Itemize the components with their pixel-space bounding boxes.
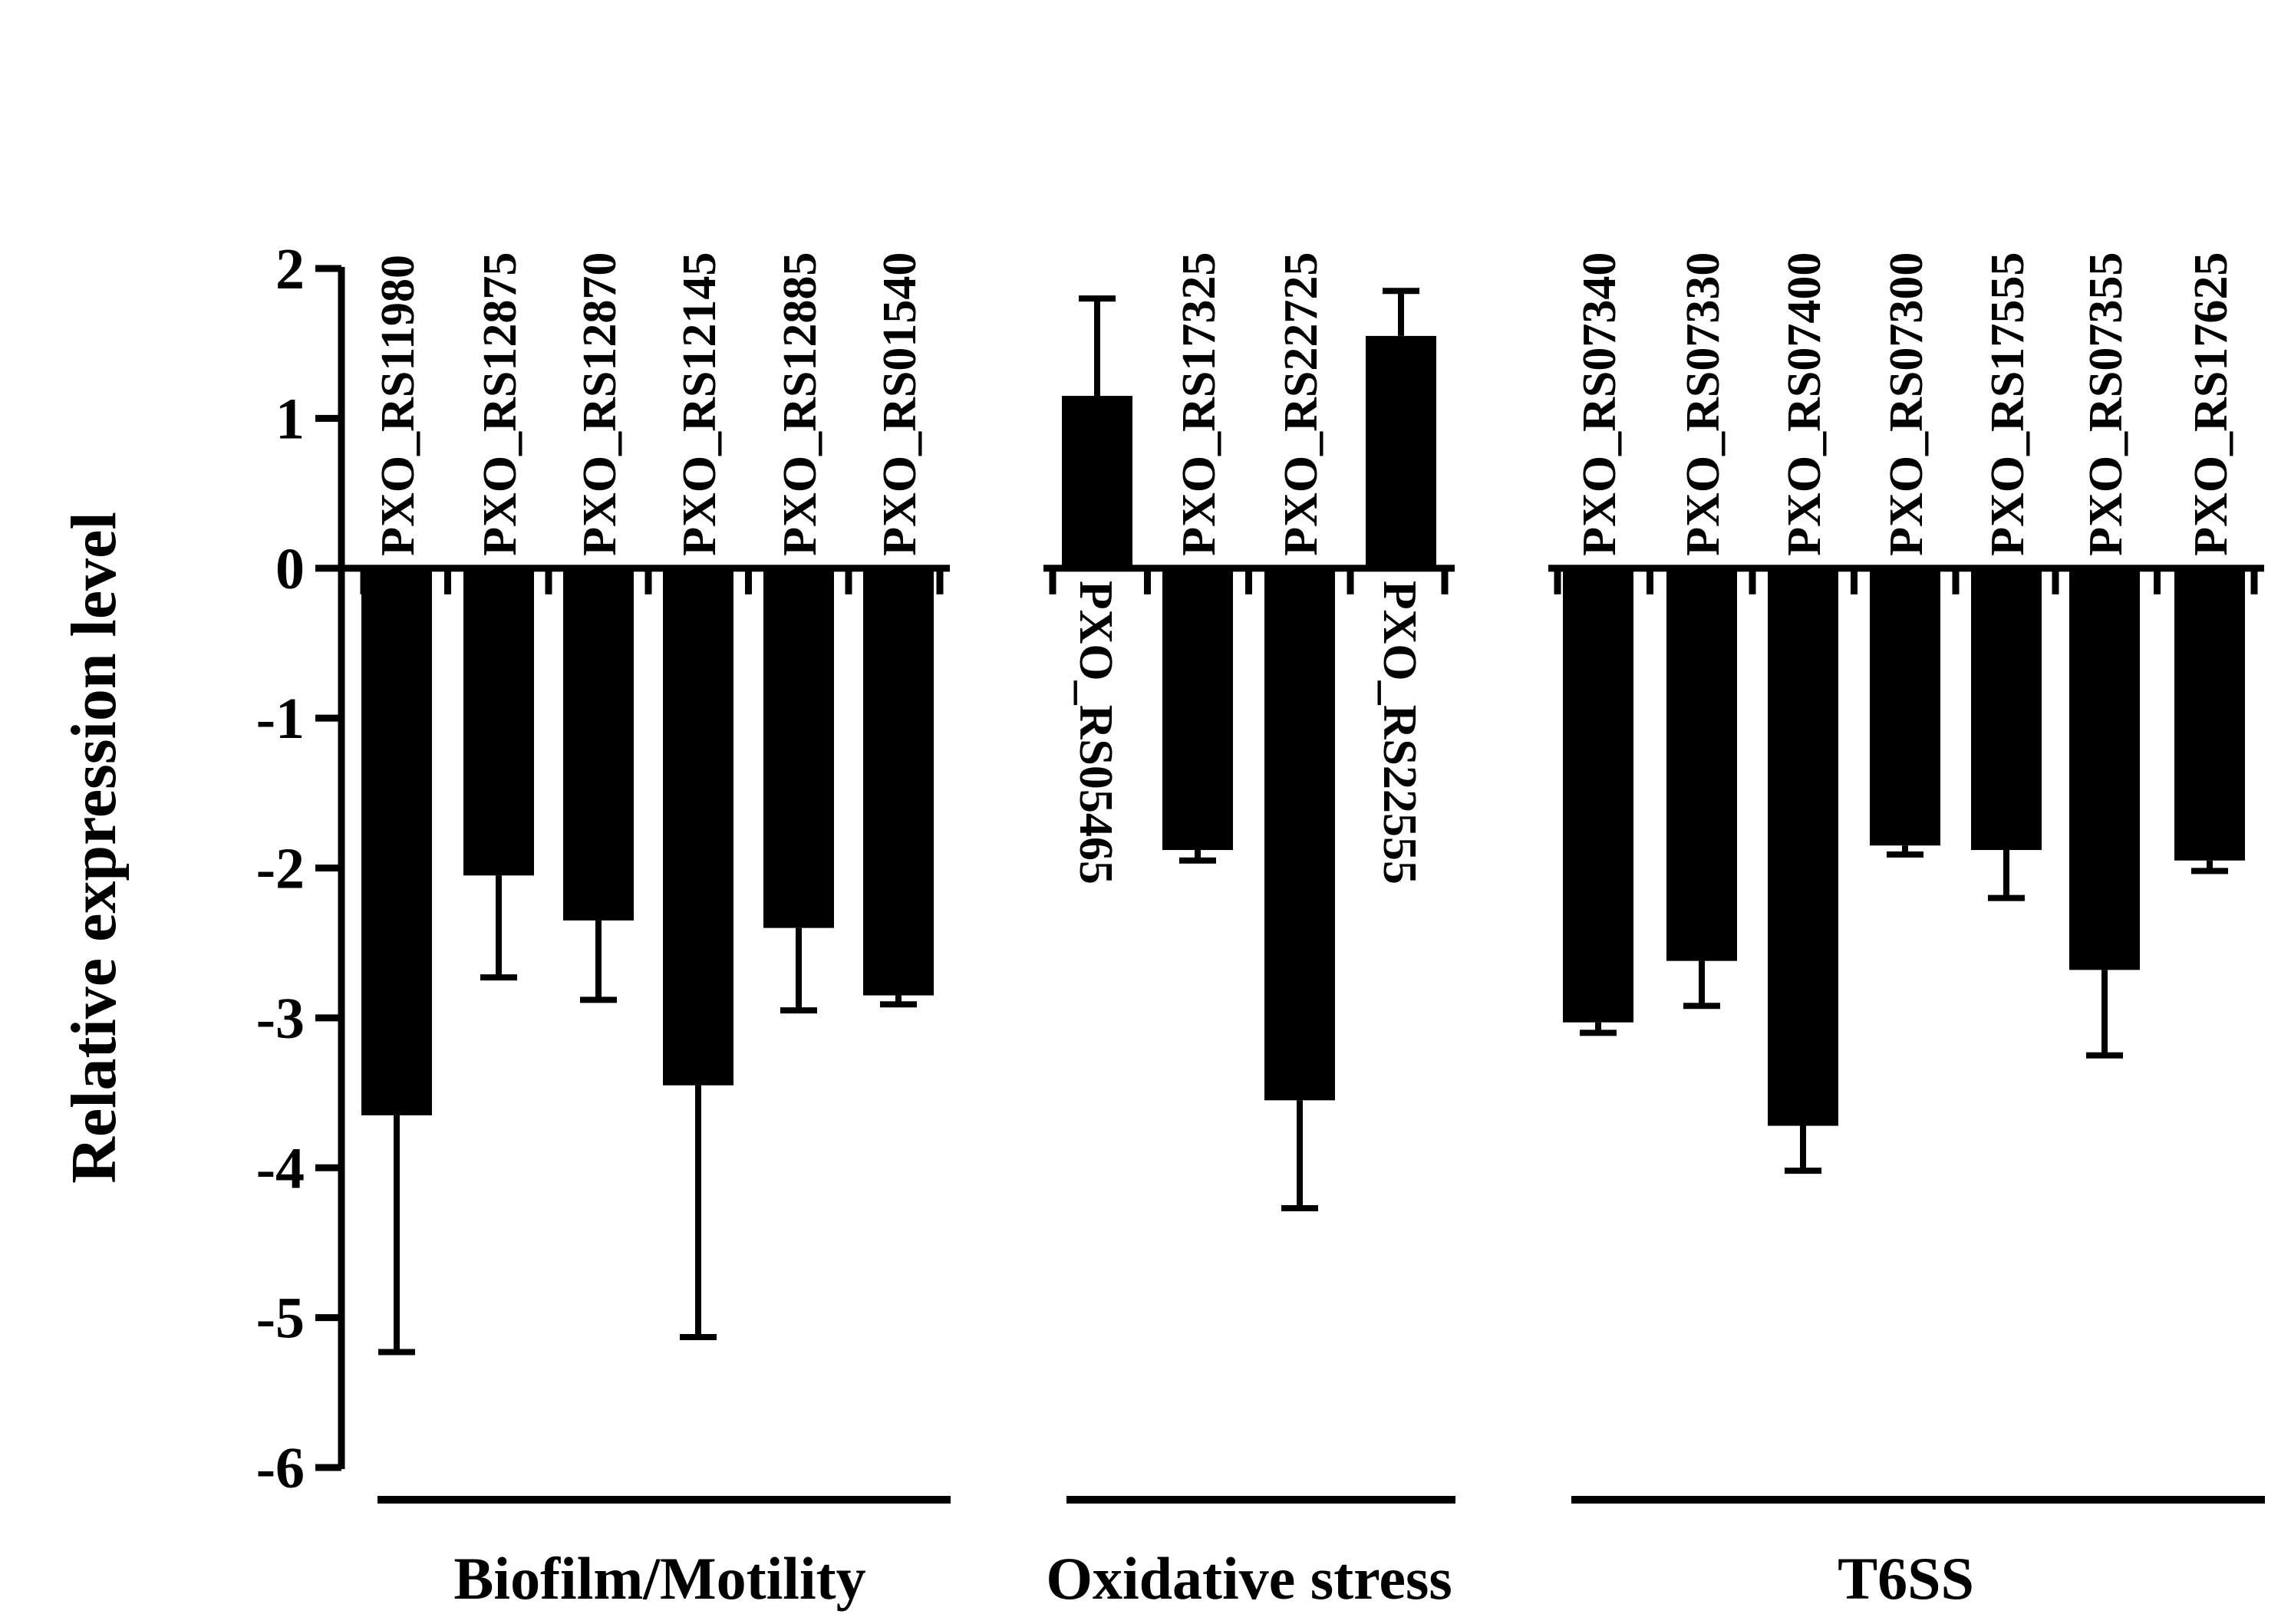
bar — [1062, 396, 1132, 568]
group-label: T6SS — [1838, 1545, 1974, 1612]
bar — [1563, 568, 1633, 1023]
y-tick-label: -5 — [256, 1286, 305, 1351]
y-tick-label: -1 — [256, 687, 305, 751]
gene-label: PXO_RS07330 — [1677, 252, 1729, 556]
gene-labels: PXO_RS11980 PXO_RS12875 PXO_RS12870 PXO_RS1… — [372, 252, 2237, 884]
bar — [863, 568, 934, 996]
gene-label: PXO_RS01540 — [874, 252, 926, 556]
y-tick-label: -2 — [256, 837, 305, 901]
bar — [1264, 568, 1335, 1101]
bar — [763, 568, 834, 928]
bar — [1666, 568, 1737, 961]
y-axis-ticks: 2 1 0 -1 -2 -3 -4 -5 -6 — [256, 237, 2258, 1500]
bar — [663, 568, 733, 1085]
gene-label: PXO_RS12875 — [474, 252, 526, 556]
gene-label: PXO_RS07300 — [1881, 252, 1933, 556]
bar — [463, 568, 534, 876]
gene-label: PXO_RS22555 — [1373, 581, 1426, 884]
bar — [1768, 568, 1838, 1126]
group-brackets: Biofilm/Motility Oxidative stress T6SS — [377, 1496, 2265, 1612]
gene-label: PXO_RS11980 — [372, 255, 424, 556]
bar — [1870, 568, 1940, 846]
gene-label: PXO_RS17555 — [1982, 252, 2034, 556]
gene-label: PXO_RS12885 — [774, 252, 826, 556]
bars — [361, 288, 2245, 1356]
gene-label: PXO_RS05465 — [1070, 581, 1122, 884]
gene-label: PXO_RS17325 — [1173, 252, 1225, 556]
group-label: Oxidative stress — [1046, 1545, 1452, 1612]
bar — [2174, 568, 2245, 861]
y-axis-label: Relative expression level — [58, 512, 130, 1184]
bar — [563, 568, 634, 921]
gene-label: PXO_RS07355 — [2080, 252, 2132, 556]
gene-label: PXO_RS12145 — [674, 252, 726, 556]
gene-label: PXO_RS07340 — [1574, 252, 1626, 556]
bar — [1366, 335, 1436, 568]
y-tick-label: 1 — [275, 387, 305, 451]
y-tick-label: -6 — [256, 1436, 305, 1500]
gene-label: PXO_RS12870 — [574, 252, 626, 556]
gene-label: PXO_RS07400 — [1778, 252, 1831, 556]
y-tick-label: -4 — [256, 1136, 305, 1201]
bar — [2069, 568, 2140, 970]
y-tick-label: 0 — [275, 537, 305, 601]
y-tick-label: 2 — [275, 237, 305, 301]
y-tick-label: -3 — [256, 987, 305, 1051]
bar — [1971, 568, 2042, 851]
gene-label: PXO_RS17625 — [2185, 252, 2237, 556]
group-label: Biofilm/Motility — [453, 1545, 865, 1612]
gene-label: PXO_RS22725 — [1275, 252, 1327, 556]
bar — [1162, 568, 1233, 851]
bar — [361, 568, 432, 1115]
